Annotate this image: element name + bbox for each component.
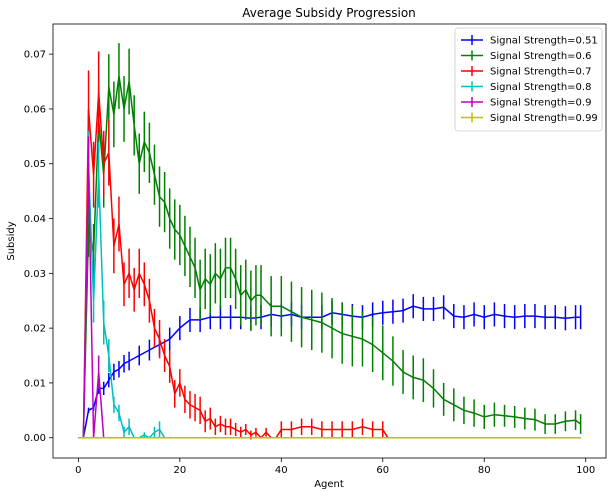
legend-entry: Signal Strength=0.7 <box>490 67 591 78</box>
y-tick-label: 0.04 <box>24 214 46 225</box>
y-tick-label: 0.05 <box>24 159 46 170</box>
x-tick-label: 20 <box>173 465 186 476</box>
x-tick-label: 60 <box>376 465 389 476</box>
legend-box <box>454 27 603 132</box>
y-tick-label: 0.00 <box>24 433 46 444</box>
y-tick-label: 0.07 <box>24 50 46 61</box>
legend: Signal Strength=0.51 Signal Strength=0.6 S… <box>454 27 603 132</box>
legend-entry: Signal Strength=0.8 <box>490 82 591 93</box>
y-tick-label: 0.02 <box>24 324 46 335</box>
legend-entry: Signal Strength=0.9 <box>490 98 591 109</box>
series-line <box>78 305 581 439</box>
x-tick-label: 80 <box>478 465 491 476</box>
legend-entry: Signal Strength=0.51 <box>490 36 598 47</box>
y-axis: 0.00 0.01 0.02 0.03 0.04 0.05 0.06 0.07 <box>24 50 53 444</box>
x-axis: 0 20 40 60 80 100 <box>75 458 595 476</box>
legend-entry: Signal Strength=0.99 <box>490 113 598 124</box>
plot-frame <box>52 23 607 459</box>
y-axis-label: Subsidy <box>6 221 17 260</box>
legend-entry: Signal Strength=0.6 <box>490 51 591 62</box>
x-tick-label: 40 <box>275 465 288 476</box>
plot-area <box>78 43 582 440</box>
y-tick-label: 0.06 <box>24 104 46 115</box>
x-axis-label: Agent <box>314 479 344 490</box>
series-line <box>78 92 581 439</box>
series-line <box>78 75 582 439</box>
y-tick-label: 0.03 <box>24 269 46 280</box>
x-tick-label: 0 <box>75 465 81 476</box>
series-1 <box>78 43 582 439</box>
x-tick-label: 100 <box>576 465 595 476</box>
chart-title: Average Subsidy Progression <box>242 6 416 20</box>
y-tick-label: 0.01 <box>24 378 46 389</box>
